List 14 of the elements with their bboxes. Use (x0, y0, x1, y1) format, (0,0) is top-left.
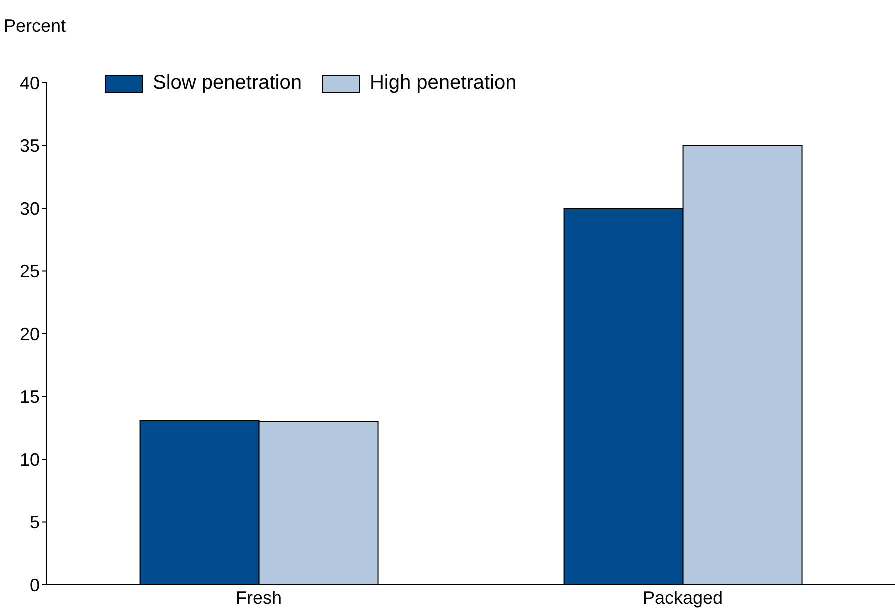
x-tick-label: Fresh (236, 588, 282, 608)
x-tick-label: Packaged (642, 588, 724, 608)
y-tick-label: 20 (20, 324, 40, 344)
y-axis-title: Percent (4, 16, 66, 37)
y-tick-label: 0 (30, 575, 40, 596)
y-tick-label: 15 (20, 387, 40, 408)
legend-label: Slow penetration (153, 72, 302, 95)
y-tick-label: 30 (20, 198, 40, 219)
y-tick-label: 35 (20, 136, 40, 156)
y-tick-label: 10 (20, 450, 40, 470)
legend-label: High penetration (370, 72, 517, 95)
y-tick-label: 25 (20, 262, 40, 282)
y-tick-label: 40 (20, 73, 40, 94)
y-tick-label: 5 (30, 512, 40, 533)
